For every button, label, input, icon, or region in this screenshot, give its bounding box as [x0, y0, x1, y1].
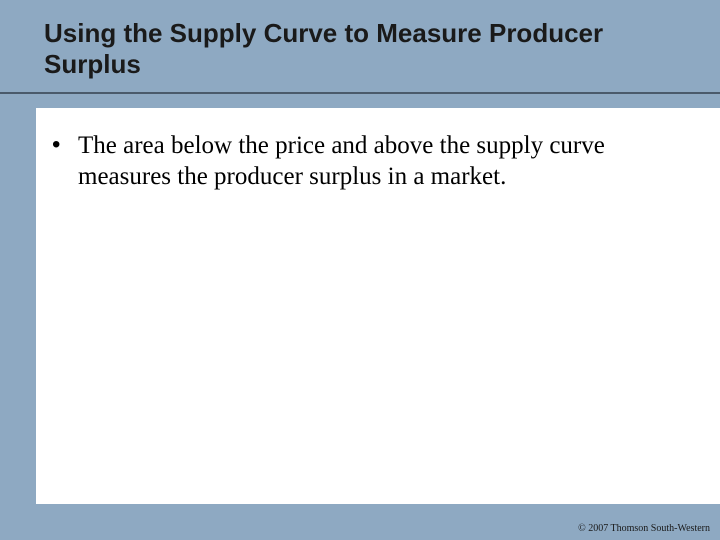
title-area: Using the Supply Curve to Measure Produc… — [0, 0, 720, 94]
slide: Using the Supply Curve to Measure Produc… — [0, 0, 720, 540]
bullet-marker-icon: • — [52, 130, 66, 160]
body-area: • The area below the price and above the… — [36, 108, 720, 504]
slide-title: Using the Supply Curve to Measure Produc… — [44, 18, 684, 80]
bullet-item: • The area below the price and above the… — [36, 108, 720, 193]
copyright-footer: © 2007 Thomson South-Western — [578, 523, 710, 534]
bullet-text: The area below the price and above the s… — [78, 130, 704, 193]
